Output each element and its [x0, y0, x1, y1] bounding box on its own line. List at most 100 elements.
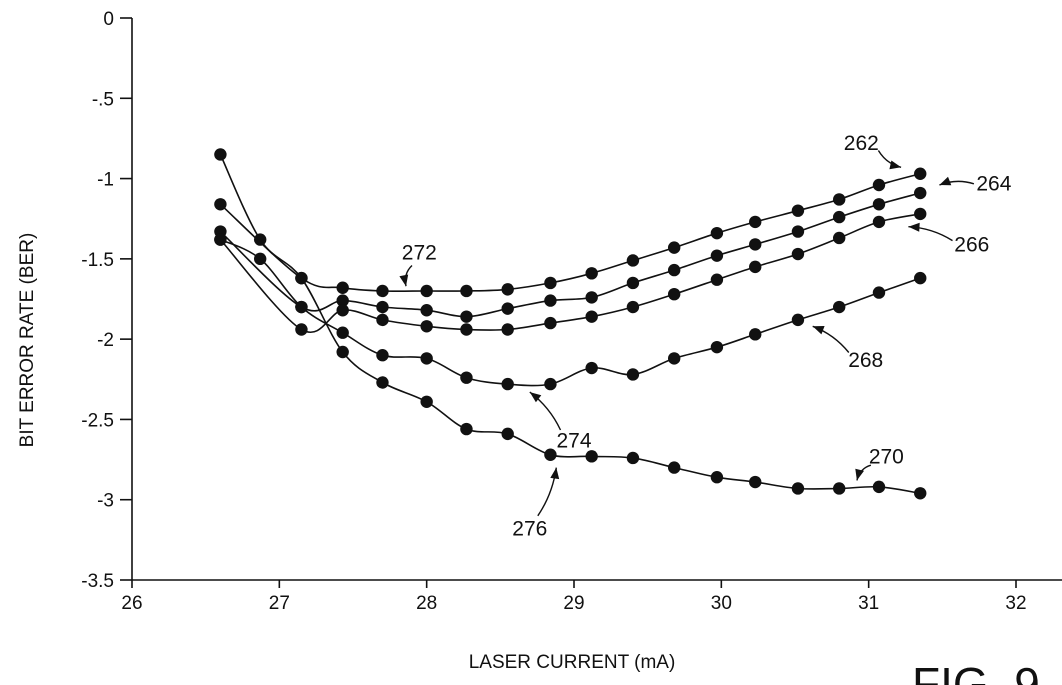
ref-label-262: 262	[844, 132, 879, 155]
data-point-268	[336, 327, 348, 339]
data-point-262	[627, 254, 639, 266]
data-point-270	[420, 396, 432, 408]
data-point-266	[914, 208, 926, 220]
x-tick-label: 31	[858, 593, 879, 614]
data-point-266	[420, 320, 432, 332]
data-point-266	[460, 323, 472, 335]
data-point-266	[336, 304, 348, 316]
data-point-264	[668, 264, 680, 276]
y-tick-label: -.5	[92, 89, 114, 110]
arrow-head-264	[939, 177, 951, 185]
data-point-270	[460, 423, 472, 435]
data-point-270	[214, 148, 226, 160]
data-point-264	[873, 198, 885, 210]
data-point-264	[585, 291, 597, 303]
data-point-262	[502, 283, 514, 295]
x-tick-label: 26	[121, 593, 142, 614]
y-tick-label: -3.5	[81, 571, 114, 592]
x-tick-label: 30	[711, 593, 732, 614]
ref-label-266: 266	[954, 233, 989, 256]
data-point-262	[833, 193, 845, 205]
data-point-266	[668, 288, 680, 300]
data-point-262	[336, 282, 348, 294]
data-point-268	[502, 378, 514, 390]
data-point-262	[668, 241, 680, 253]
data-point-268	[873, 286, 885, 298]
data-point-262	[460, 285, 472, 297]
data-point-270	[914, 487, 926, 499]
data-point-264	[502, 302, 514, 314]
y-tick-label: -1	[97, 170, 114, 191]
x-axis-title: LASER CURRENT (mA)	[469, 652, 676, 673]
data-point-264	[376, 301, 388, 313]
y-tick-label: 0	[103, 9, 114, 30]
data-point-270	[376, 376, 388, 388]
data-point-262	[544, 277, 556, 289]
curve-264	[220, 193, 920, 317]
data-point-262	[420, 285, 432, 297]
data-point-264	[460, 310, 472, 322]
data-point-270	[749, 476, 761, 488]
data-point-266	[873, 216, 885, 228]
data-point-266	[502, 323, 514, 335]
data-point-266	[627, 301, 639, 313]
ref-label-276: 276	[512, 518, 547, 541]
data-point-262	[792, 204, 804, 216]
data-point-270	[833, 482, 845, 494]
data-point-266	[833, 232, 845, 244]
data-point-268	[295, 301, 307, 313]
data-point-264	[711, 249, 723, 261]
data-point-264	[914, 187, 926, 199]
y-tick-label: -2	[97, 330, 114, 351]
data-point-266	[376, 314, 388, 326]
data-point-270	[627, 452, 639, 464]
y-axis-title: BIT ERROR RATE (BER)	[17, 233, 38, 448]
data-point-268	[668, 352, 680, 364]
arrow-head-268	[813, 326, 825, 334]
arrow-head-276	[550, 468, 559, 480]
data-point-270	[792, 482, 804, 494]
data-point-264	[749, 238, 761, 250]
data-point-262	[873, 179, 885, 191]
ref-label-274: 274	[556, 429, 591, 452]
data-point-270	[502, 428, 514, 440]
ref-label-264: 264	[976, 172, 1011, 195]
data-point-270	[873, 481, 885, 493]
leader-line-262	[878, 151, 901, 168]
data-point-266	[295, 323, 307, 335]
y-tick-label: -1.5	[81, 250, 114, 271]
data-point-262	[749, 216, 761, 228]
data-point-262	[376, 285, 388, 297]
data-point-270	[295, 272, 307, 284]
curve-262	[220, 174, 920, 291]
data-point-266	[711, 274, 723, 286]
data-point-268	[914, 272, 926, 284]
data-point-270	[254, 233, 266, 245]
data-point-262	[914, 168, 926, 180]
data-point-268	[792, 314, 804, 326]
arrow-head-266	[908, 223, 919, 232]
data-point-264	[833, 211, 845, 223]
data-point-264	[627, 277, 639, 289]
x-tick-label: 29	[563, 593, 584, 614]
data-point-268	[627, 368, 639, 380]
x-tick-label: 28	[416, 593, 437, 614]
x-tick-label: 32	[1005, 593, 1026, 614]
axis-ticks: 262728293031320-.5-1-1.5-2-2.5-3-3.5	[81, 9, 1026, 614]
arrow-head-272	[399, 275, 408, 287]
data-point-268	[420, 352, 432, 364]
data-point-264	[420, 304, 432, 316]
data-point-266	[544, 317, 556, 329]
data-point-268	[749, 328, 761, 340]
data-point-264	[544, 294, 556, 306]
ref-label-272: 272	[402, 241, 437, 264]
data-point-270	[336, 346, 348, 358]
data-point-268	[460, 371, 472, 383]
arrow-head-262	[889, 161, 901, 170]
data-point-266	[749, 261, 761, 273]
data-point-264	[792, 225, 804, 237]
data-point-268	[711, 341, 723, 353]
data-point-268	[833, 301, 845, 313]
data-point-268	[585, 362, 597, 374]
